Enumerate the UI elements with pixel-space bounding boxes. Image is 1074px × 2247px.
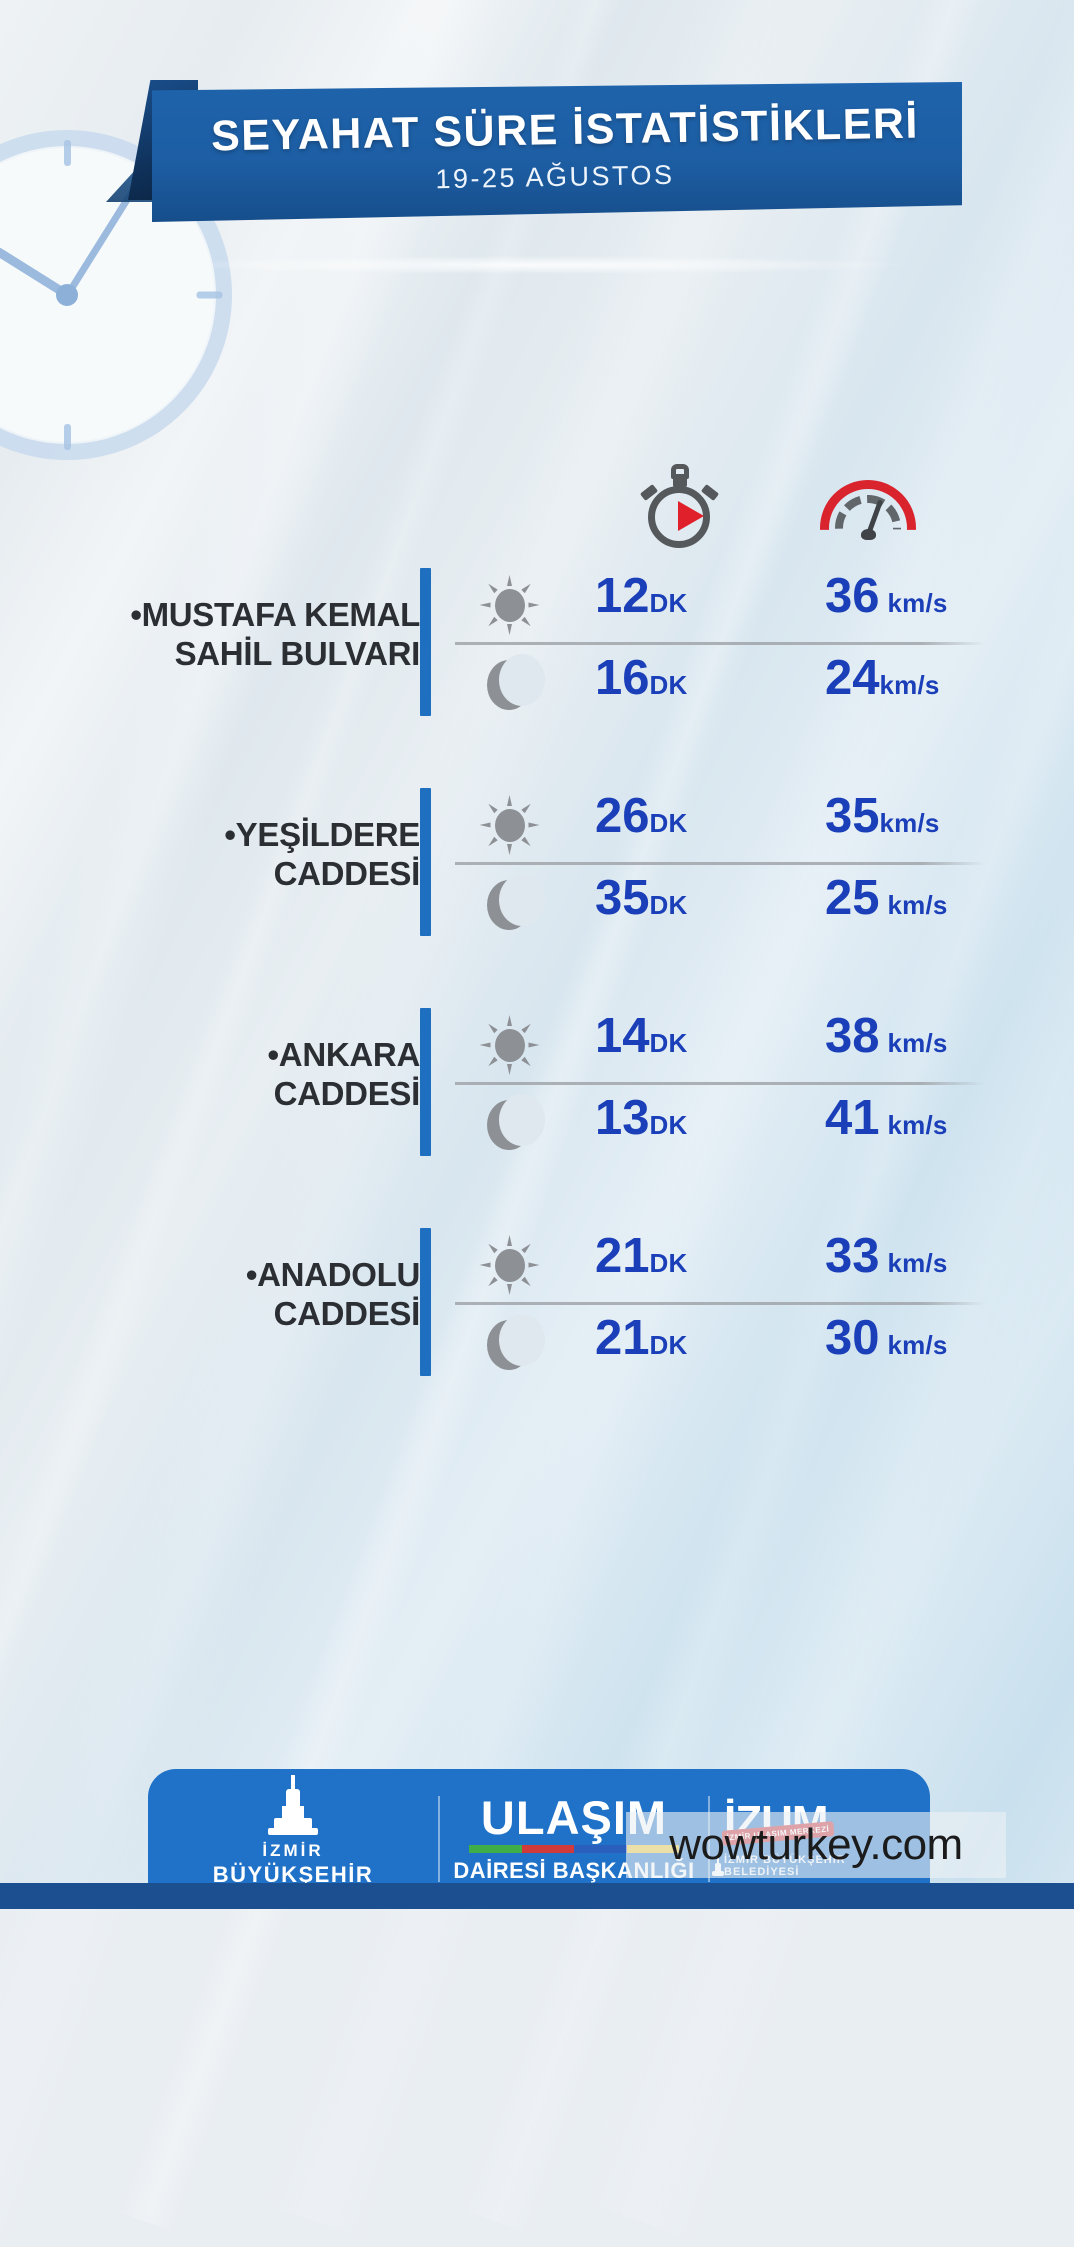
footer-bottom-strip	[0, 1883, 1074, 1909]
speed-value: 33 km/s	[825, 1229, 948, 1283]
footer-divider	[438, 1796, 440, 1882]
speed-value: 24km/s	[825, 651, 940, 705]
speed-unit: km/s	[887, 1028, 948, 1058]
ibb-line2: BÜYÜKŞEHİR	[212, 1862, 374, 1887]
clock-tower-icon	[262, 1775, 324, 1837]
row-divider	[455, 862, 985, 865]
street-name-line1: •ANADOLU	[245, 1256, 420, 1293]
travel-time-value: 21DK	[595, 1229, 688, 1283]
row-divider	[455, 1302, 985, 1305]
daytime-stats: 26DK 35km/s	[455, 784, 1055, 860]
street-name-line1: •YEŞİLDERE	[224, 816, 420, 853]
sun-icon	[480, 1235, 538, 1294]
row-accent-bar	[420, 788, 431, 936]
travel-time-value: 13DK	[595, 1091, 688, 1145]
row-divider	[455, 642, 985, 645]
speed-value: 30 km/s	[825, 1311, 948, 1365]
travel-time-value: 35DK	[595, 871, 688, 925]
daytime-stats: 12DK 36 km/s	[455, 564, 1055, 640]
row-accent-bar	[420, 568, 431, 716]
speed-value: 35km/s	[825, 789, 940, 843]
speedometer-icon	[820, 480, 916, 540]
row-divider	[455, 1082, 985, 1085]
table-row: •MUSTAFA KEMAL SAHİL BULVARI 12DK 36 km/s…	[0, 558, 1074, 778]
banner-ribbon	[152, 82, 962, 222]
time-unit: DK	[649, 1330, 688, 1360]
table-row: •ANADOLU CADDESİ 21DK 33 km/s 21DK 30 km	[0, 1218, 1074, 1438]
speed-value: 38 km/s	[825, 1009, 948, 1063]
time-unit: DK	[649, 588, 688, 618]
stopwatch-icon	[639, 464, 720, 548]
sun-icon	[480, 1015, 538, 1074]
street-name-line1: •MUSTAFA KEMAL	[130, 596, 420, 633]
street-name-line1: •ANKARA	[267, 1036, 421, 1073]
moon-icon	[483, 1314, 545, 1374]
moon-icon	[483, 1094, 545, 1154]
speed-value: 36 km/s	[825, 569, 948, 623]
time-unit: DK	[649, 1110, 688, 1140]
street-name-line2: CADDESİ	[273, 1294, 421, 1332]
watermark: wowturkey.com	[626, 1812, 1006, 1878]
street-name-line2: CADDESİ	[273, 1074, 421, 1112]
speed-unit: km/s	[879, 670, 940, 700]
speed-unit: km/s	[887, 588, 948, 618]
street-name-line2: SAHİL BULVARI	[174, 634, 421, 672]
row-accent-bar	[420, 1228, 431, 1376]
header-banner: SEYAHAT SÜRE İSTATİSTİKLERİ 19-25 AĞUSTO…	[0, 58, 1074, 274]
time-unit: DK	[649, 808, 688, 838]
speed-value: 41 km/s	[825, 1091, 948, 1145]
speed-value: 25 km/s	[825, 871, 948, 925]
speed-unit: km/s	[887, 1248, 948, 1278]
street-name: •ANADOLU CADDESİ	[30, 1256, 420, 1334]
row-accent-bar	[420, 1008, 431, 1156]
sun-icon	[480, 795, 538, 854]
travel-time-value: 12DK	[595, 569, 688, 623]
table-row: •YEŞİLDERE CADDESİ 26DK 35km/s 35DK 25	[0, 778, 1074, 998]
nighttime-stats: 21DK 30 km/s	[455, 1306, 1055, 1382]
moon-icon	[483, 654, 545, 714]
street-name: •ANKARA CADDESİ	[30, 1036, 421, 1114]
street-name: •MUSTAFA KEMAL SAHİL BULVARI	[30, 596, 420, 674]
travel-time-value: 14DK	[595, 1009, 688, 1063]
travel-time-value: 16DK	[595, 651, 688, 705]
nighttime-stats: 35DK 25 km/s	[455, 866, 1055, 942]
nighttime-stats: 13DK 41 km/s	[455, 1086, 1055, 1162]
speed-unit: km/s	[879, 808, 940, 838]
column-icon-header	[0, 462, 1074, 552]
street-name-line2: CADDESİ	[273, 854, 421, 892]
travel-time-value: 21DK	[595, 1311, 688, 1365]
statistics-list: •MUSTAFA KEMAL SAHİL BULVARI 12DK 36 km/s…	[0, 558, 1074, 1438]
daytime-stats: 21DK 33 km/s	[455, 1224, 1055, 1300]
time-unit: DK	[649, 670, 688, 700]
speed-unit: km/s	[887, 1110, 948, 1140]
sun-icon	[480, 575, 538, 634]
speed-unit: km/s	[887, 1330, 948, 1360]
banner-glow	[170, 256, 910, 274]
street-name: •YEŞİLDERE CADDESİ	[30, 816, 420, 894]
table-row: •ANKARA CADDESİ 14DK 38 km/s 13DK 41 km/	[0, 998, 1074, 1218]
moon-icon	[483, 874, 545, 934]
nighttime-stats: 16DK 24km/s	[455, 646, 1055, 722]
time-unit: DK	[649, 890, 688, 920]
speed-unit: km/s	[887, 890, 948, 920]
travel-time-value: 26DK	[595, 789, 688, 843]
time-unit: DK	[649, 1248, 688, 1278]
ibb-line1: İZMİR	[262, 1841, 324, 1860]
time-unit: DK	[649, 1028, 688, 1058]
daytime-stats: 14DK 38 km/s	[455, 1004, 1055, 1080]
